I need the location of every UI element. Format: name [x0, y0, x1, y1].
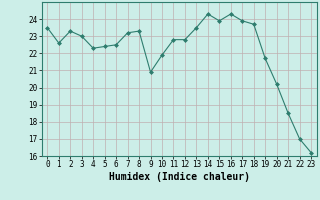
X-axis label: Humidex (Indice chaleur): Humidex (Indice chaleur)	[109, 172, 250, 182]
